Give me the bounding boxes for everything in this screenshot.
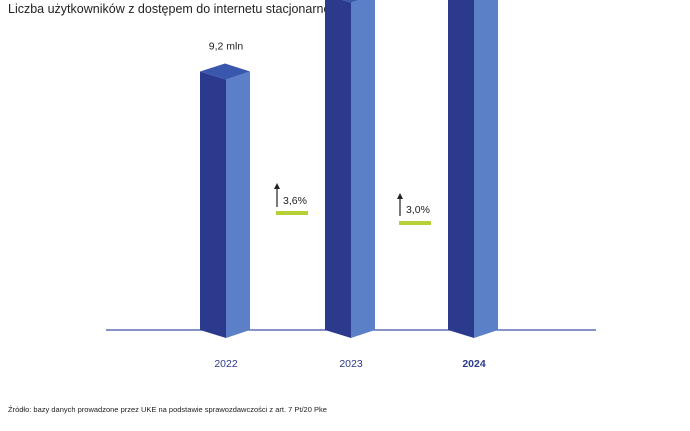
arrow-up-icon-head bbox=[274, 183, 280, 189]
arrow-up-icon-head bbox=[397, 193, 403, 199]
chart-title: Liczba użytkowników z dostępem do intern… bbox=[8, 2, 345, 16]
bar-side-face bbox=[351, 0, 375, 338]
growth-bar bbox=[399, 221, 431, 225]
growth-label: 3,0% bbox=[406, 204, 430, 216]
bar-front-face bbox=[448, 0, 474, 338]
bar-top-face bbox=[342, 0, 359, 3]
bar-front-face bbox=[325, 0, 351, 338]
data-label: 9,2 mln bbox=[209, 40, 244, 52]
x-tick-label: 2022 bbox=[214, 358, 238, 370]
x-tick-label: 2023 bbox=[339, 358, 363, 370]
growth-bar bbox=[276, 211, 308, 215]
growth-label: 3,6% bbox=[283, 195, 307, 207]
x-tick-label: 2024 bbox=[462, 358, 486, 370]
bar-front-face bbox=[200, 71, 226, 338]
bar-side-face bbox=[226, 71, 250, 338]
source-note: Źródło: bazy danych prowadzone przez UKE… bbox=[8, 405, 327, 414]
bar-top-face bbox=[200, 63, 250, 80]
bar-side-face bbox=[474, 0, 498, 338]
bar-chart: 9,2 mln20229,5 mln20239,8 mln20243,6%3,0… bbox=[106, 0, 596, 370]
